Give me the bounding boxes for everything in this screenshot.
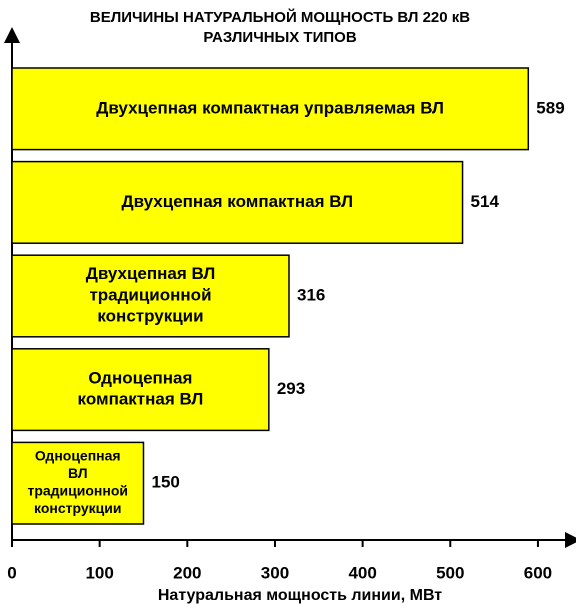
x-axis-label: Натуральная мощность линии, МВт [158, 587, 442, 604]
bar-label: Двухцепная компактная управляемая ВЛ [96, 98, 444, 117]
bar-label: Одноцепная [35, 448, 121, 464]
x-tick-label: 400 [348, 563, 376, 582]
value-label: 316 [297, 285, 325, 304]
bar-label: ВЛ [68, 465, 88, 481]
chart-title: РАЗЛИЧНЫХ ТИПОВ [203, 29, 356, 46]
value-label: 293 [277, 379, 305, 398]
x-tick-label: 600 [524, 563, 552, 582]
bar-label: традиционной [27, 483, 128, 499]
bar-label: конструкции [97, 307, 203, 326]
bar-label: конструкции [34, 500, 121, 516]
value-label: 589 [536, 98, 564, 117]
x-tick-label: 200 [173, 563, 201, 582]
bar-label: Одноцепная [88, 368, 192, 387]
value-label: 150 [151, 473, 179, 492]
bar [11, 67, 530, 151]
value-label: 514 [471, 192, 500, 211]
bar-label: традиционной [89, 285, 211, 304]
x-tick-label: 0 [7, 563, 16, 582]
bar [11, 441, 145, 525]
x-tick-label: 100 [85, 563, 113, 582]
bar-label: Двухцепная ВЛ [86, 264, 216, 283]
bar-label: компактная ВЛ [78, 390, 204, 409]
x-tick-label: 500 [436, 563, 464, 582]
chart-title: ВЕЛИЧИНЫ НАТУРАЛЬНОЙ МОЩНОСТЬ ВЛ 220 кВ [90, 8, 470, 26]
bar [11, 254, 290, 338]
bar-label: Двухцепная компактная ВЛ [122, 192, 354, 211]
bar [11, 348, 270, 432]
x-tick-label: 300 [261, 563, 289, 582]
bar [11, 160, 464, 244]
